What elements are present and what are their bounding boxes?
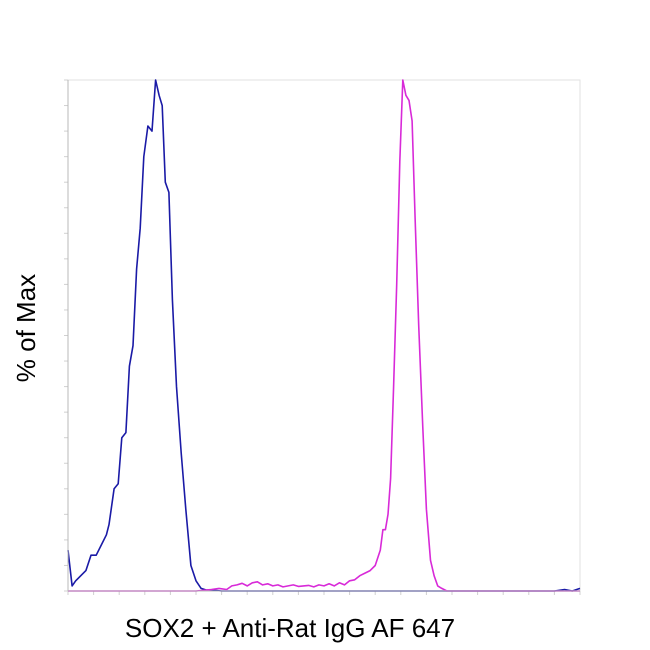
plot-frame [67,79,581,592]
x-axis-label: SOX2 + Anti-Rat IgG AF 647 [125,613,455,643]
series-layer [67,79,581,592]
axis-ticks [64,79,581,595]
series-line-blue [67,79,581,592]
series-line-magenta [68,79,580,592]
y-axis-label: % of Max [11,274,41,382]
